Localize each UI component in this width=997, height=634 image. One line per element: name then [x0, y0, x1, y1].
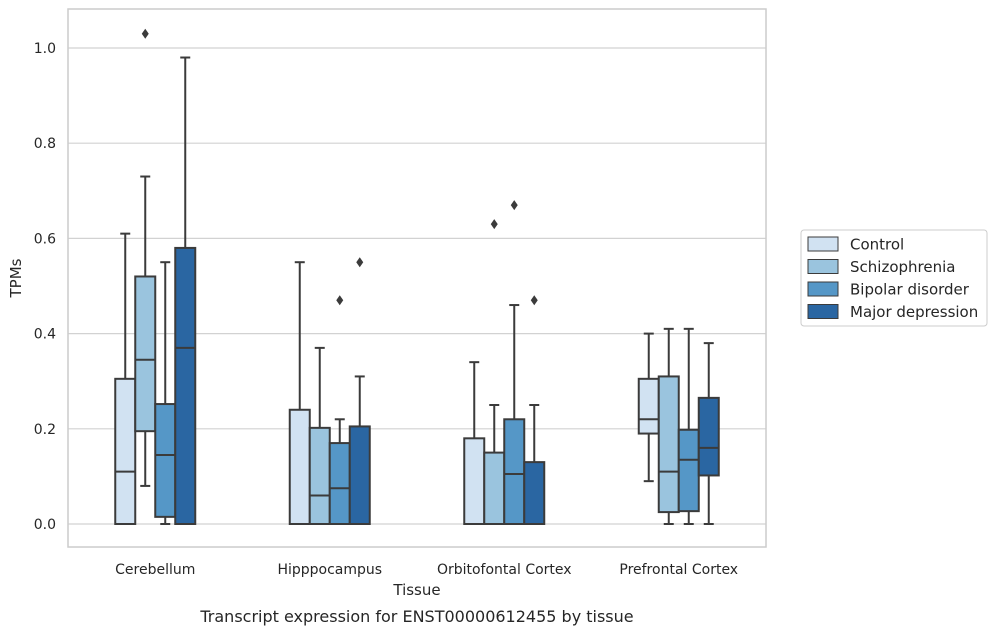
box-control	[637, 332, 660, 483]
y-tick-label: 0.6	[34, 231, 56, 247]
box-schizophrenia	[483, 219, 506, 526]
legend: Control Schizophrenia Bipolar disorder Majo…	[800, 229, 988, 327]
x-tick-labels: Cerebellum Hipppocampus Orbitofontal Corte…	[115, 562, 738, 578]
box-iqr	[463, 437, 486, 526]
legend-label: Bipolar disorder	[850, 281, 970, 299]
box-iqr	[174, 246, 197, 525]
box-iqr	[134, 275, 157, 433]
box-control	[463, 361, 486, 526]
y-tick-label: 1.0	[34, 41, 56, 57]
box-iqr	[657, 375, 680, 514]
y-tick-label: 0.8	[34, 136, 56, 152]
x-tick-label: Cerebellum	[115, 562, 195, 578]
box-iqr	[483, 451, 506, 526]
box-iqr	[328, 442, 351, 525]
legend-label: Major depression	[850, 303, 978, 321]
legend-swatch	[807, 281, 839, 297]
box-major-depression	[348, 257, 371, 526]
y-tick-label: 0.4	[34, 327, 56, 343]
legend-swatch	[807, 259, 839, 274]
outlier-point	[141, 28, 149, 39]
box-bipolar-disorder	[154, 261, 177, 525]
chart-caption: Transcript expression for ENST0000061245…	[199, 607, 633, 626]
box-control	[288, 261, 311, 526]
x-tick-label: Prefrontal Cortex	[619, 562, 738, 578]
x-axis-title: Tissue	[392, 581, 440, 599]
box-bipolar-disorder	[677, 327, 700, 525]
outlier-point	[336, 295, 344, 306]
box-schizophrenia	[308, 346, 331, 525]
box-bipolar-disorder	[328, 295, 351, 525]
box-iqr	[348, 425, 371, 526]
plot-frame	[67, 8, 767, 548]
box-control	[114, 232, 137, 525]
outlier-point	[510, 200, 518, 211]
y-tick-labels: 0.0 0.2 0.4 0.6 0.8 1.0	[34, 41, 56, 533]
box-major-depression	[174, 56, 197, 525]
box-iqr	[523, 461, 546, 525]
box-schizophrenia	[134, 28, 157, 487]
legend-label: Schizophrenia	[850, 258, 955, 276]
y-tick-label: 0.0	[34, 517, 56, 533]
box-iqr	[308, 426, 331, 525]
box-iqr	[154, 403, 177, 518]
box-iqr	[637, 377, 660, 435]
box-major-depression	[697, 342, 720, 525]
box-schizophrenia	[657, 327, 680, 525]
boxes	[114, 28, 720, 526]
legend-frame	[800, 229, 988, 327]
legend-swatch	[807, 236, 839, 252]
legend-label: Control	[850, 236, 904, 254]
box-iqr	[697, 396, 720, 477]
x-tick-label: Hipppocampus	[277, 562, 382, 578]
box-iqr	[503, 418, 526, 525]
y-tick-label: 0.2	[34, 422, 56, 438]
outlier-point	[530, 295, 538, 306]
legend-swatch	[807, 304, 839, 319]
outlier-point	[490, 219, 498, 230]
box-iqr	[114, 377, 137, 525]
box-iqr	[677, 428, 700, 513]
x-tick-label: Orbitofontal Cortex	[437, 562, 572, 578]
box-iqr	[288, 408, 311, 526]
box-major-depression	[523, 295, 546, 525]
outlier-point	[356, 257, 364, 268]
y-axis-title: TPMs	[7, 258, 25, 298]
box-bipolar-disorder	[503, 200, 526, 525]
